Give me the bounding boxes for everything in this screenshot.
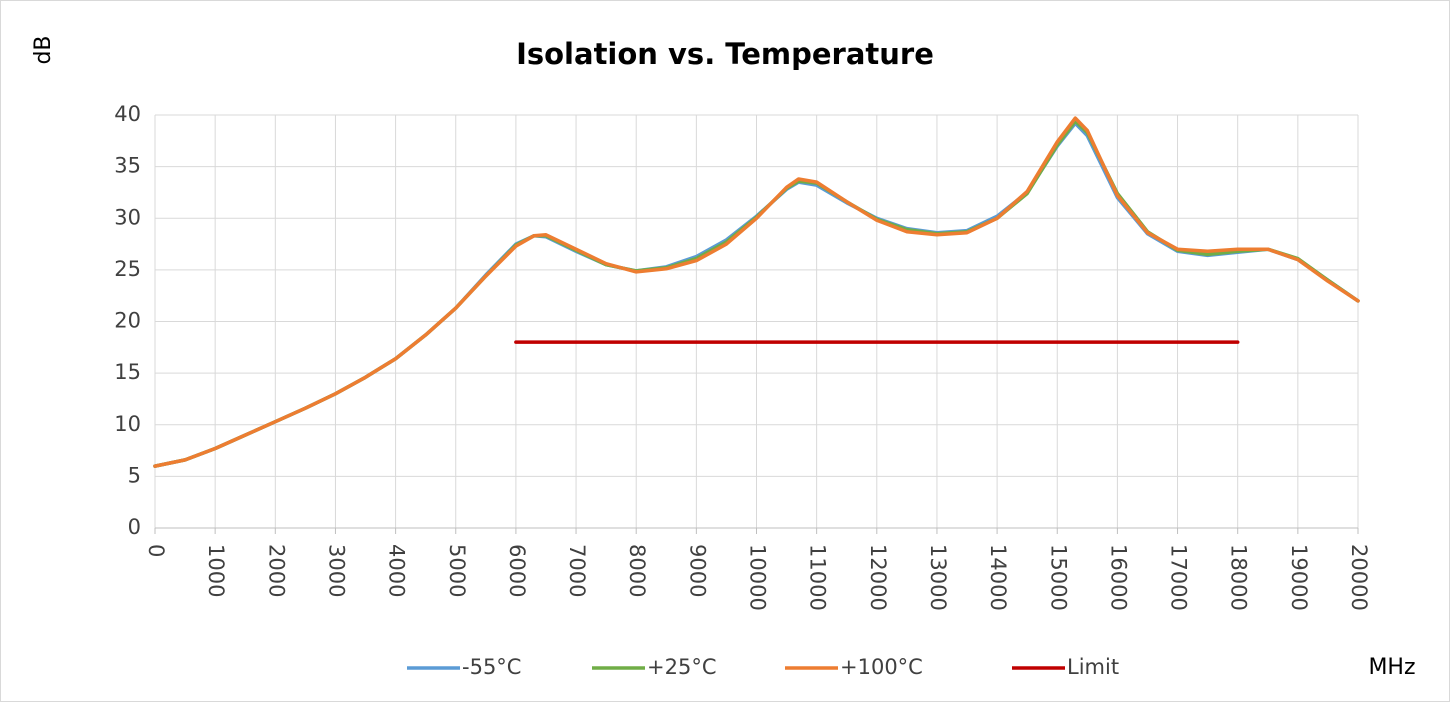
legend-label: -55°C xyxy=(462,655,521,679)
x-tick-label: 1000 xyxy=(204,544,228,597)
y-tick-label: 0 xyxy=(128,515,141,539)
x-tick-label: 18000 xyxy=(1227,544,1251,611)
y-tick-label: 10 xyxy=(114,412,141,436)
x-tick-label: 8000 xyxy=(625,544,649,597)
x-tick-label: 5000 xyxy=(445,544,469,597)
x-tick-label: 13000 xyxy=(926,544,950,611)
x-tick-label: 17000 xyxy=(1167,544,1191,611)
x-tick-label: 12000 xyxy=(866,544,890,611)
x-tick-label: 19000 xyxy=(1287,544,1311,611)
x-tick-label: 9000 xyxy=(685,544,709,597)
x-axis-label: MHz xyxy=(1368,655,1415,680)
legend-label: +25°C xyxy=(647,655,716,679)
y-tick-label: 35 xyxy=(114,154,141,178)
x-tick-label: 16000 xyxy=(1106,544,1130,611)
x-tick-label: 6000 xyxy=(505,544,529,597)
x-tick-label: 20000 xyxy=(1347,544,1371,611)
y-tick-label: 5 xyxy=(128,463,141,487)
y-tick-label: 15 xyxy=(114,360,141,384)
x-tick-label: 3000 xyxy=(324,544,348,597)
x-tick-label: 11000 xyxy=(806,544,830,611)
y-tick-label: 20 xyxy=(114,309,141,333)
legend-label: +100°C xyxy=(840,655,923,679)
legend-label: Limit xyxy=(1067,655,1119,679)
x-tick-label: 10000 xyxy=(746,544,770,611)
chart-title: Isolation vs. Temperature xyxy=(516,37,934,71)
series-line xyxy=(153,116,1360,468)
x-tick-label: 4000 xyxy=(385,544,409,597)
y-tick-label: 30 xyxy=(114,205,141,229)
x-tick-label: 14000 xyxy=(986,544,1010,611)
y-tick-label: 40 xyxy=(114,102,141,126)
y-axis-label: dB xyxy=(31,35,56,64)
x-tick-label: 15000 xyxy=(1046,544,1070,611)
x-tick-label: 7000 xyxy=(565,544,589,597)
y-tick-label: 25 xyxy=(114,257,141,281)
x-tick-label: 0 xyxy=(144,544,168,557)
x-tick-label: 2000 xyxy=(264,544,288,597)
